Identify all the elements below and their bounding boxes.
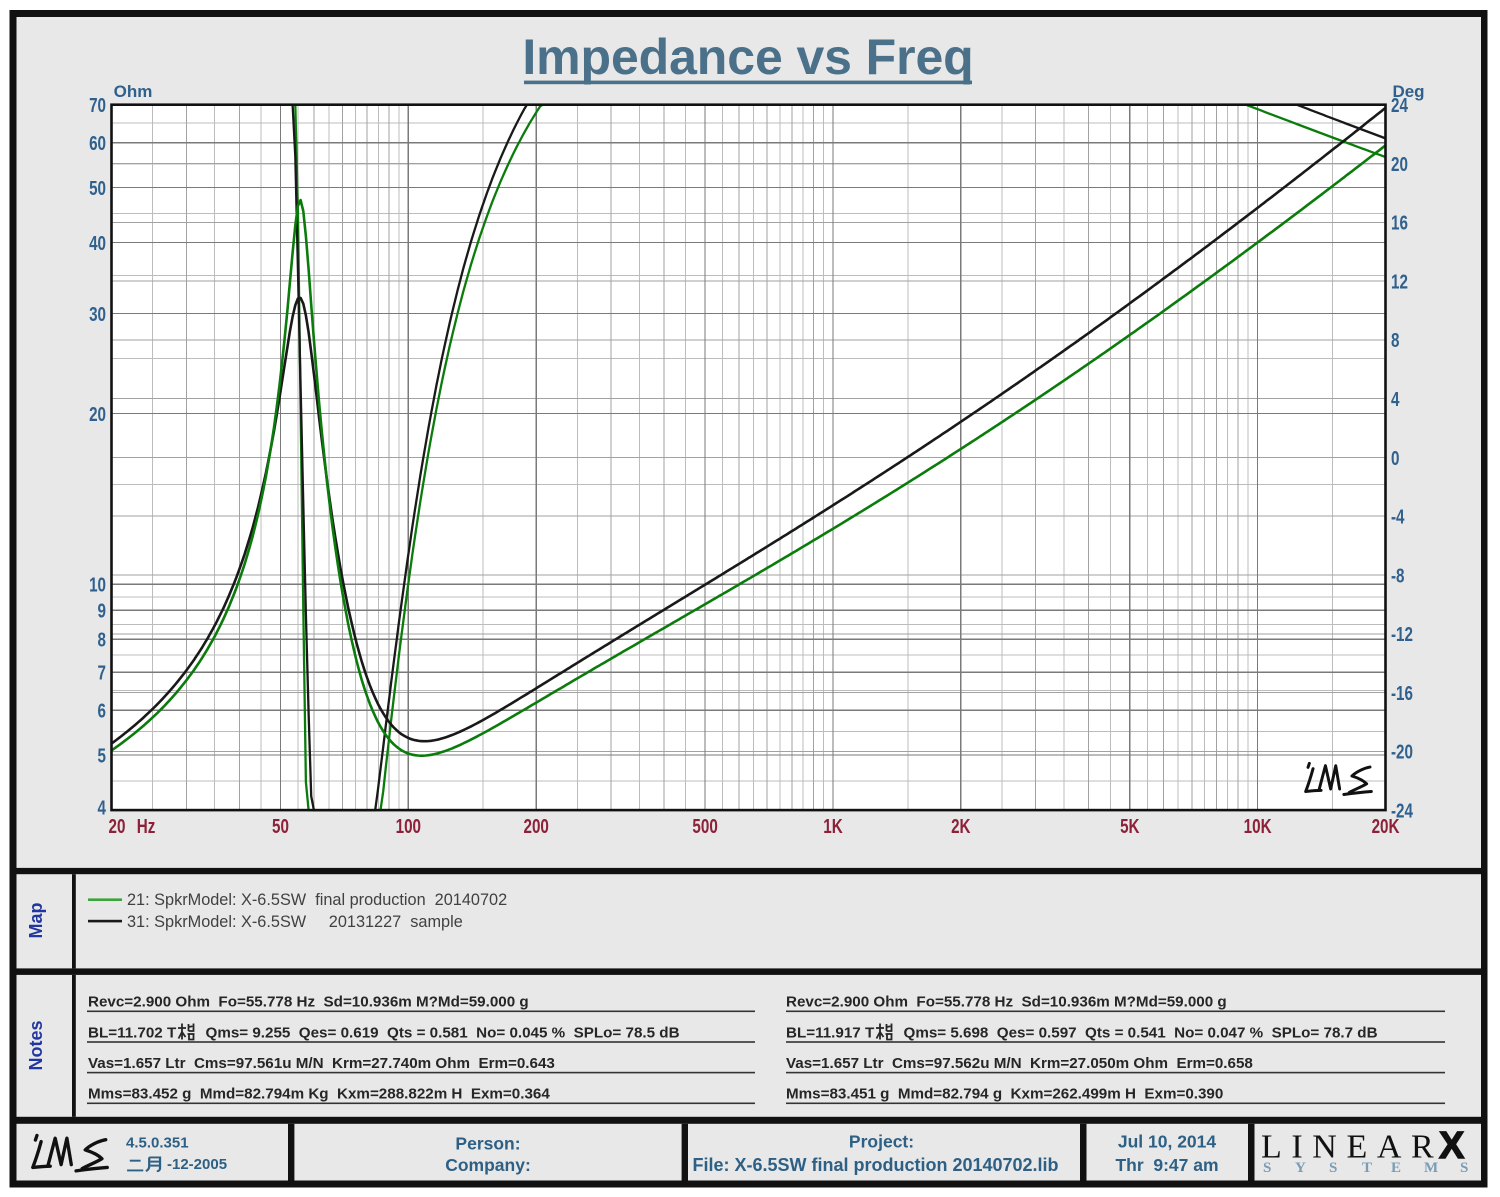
svg-text:S: S xyxy=(1460,1160,1468,1176)
svg-text:S: S xyxy=(1329,1160,1337,1176)
svg-text:T: T xyxy=(1362,1160,1372,1176)
svg-text:File: X-6.5SW final production: File: X-6.5SW final production 20140702.… xyxy=(692,1155,1058,1175)
svg-text:E: E xyxy=(1391,1160,1401,1176)
svg-text:100: 100 xyxy=(396,815,421,838)
svg-text:2K: 2K xyxy=(951,815,971,838)
svg-text:Vas=1.657 Ltr Cms=97.561u M/N: Vas=1.657 Ltr Cms=97.561u M/N Krm=27.740… xyxy=(88,1055,555,1072)
svg-text:30: 30 xyxy=(89,303,106,326)
svg-text:Notes: Notes xyxy=(26,1020,46,1070)
svg-text:S: S xyxy=(1263,1160,1271,1176)
svg-text:Qms= 5.698 Qes= 0.597 Qts =: Qms= 5.698 Qes= 0.597 Qts = 0.541 No= 0.… xyxy=(904,1024,1378,1041)
svg-text:Project:: Project: xyxy=(849,1132,914,1152)
svg-text:12: 12 xyxy=(1391,270,1408,293)
svg-text:-24: -24 xyxy=(1391,799,1413,822)
svg-text:Map: Map xyxy=(26,902,46,938)
svg-text:Qms= 9.255 Qes= 0.619 Qts =: Qms= 9.255 Qes= 0.619 Qts = 0.581 No= 0.… xyxy=(206,1024,680,1041)
svg-text:Y: Y xyxy=(1295,1160,1306,1176)
svg-text:24: 24 xyxy=(1391,94,1408,117)
svg-text:9: 9 xyxy=(98,600,107,623)
svg-text:31: SpkrModel: X-6.5SW 201: 31: SpkrModel: X-6.5SW 20131227 sample xyxy=(127,913,463,931)
svg-text:Revc=2.900 Ohm Fo=55.778 Hz: Revc=2.900 Ohm Fo=55.778 Hz Sd=10.936m M… xyxy=(88,994,529,1011)
svg-text:50: 50 xyxy=(272,815,289,838)
svg-text:20K: 20K xyxy=(1372,815,1400,838)
svg-text:BL=11.702 T: BL=11.702 T xyxy=(88,1024,177,1041)
svg-text:0: 0 xyxy=(1391,447,1400,470)
svg-text:-4: -4 xyxy=(1391,506,1405,529)
svg-text:5K: 5K xyxy=(1120,815,1140,838)
svg-text:50: 50 xyxy=(89,177,106,200)
svg-text:-12-2005: -12-2005 xyxy=(167,1156,227,1173)
svg-text:Jul 10, 2014: Jul 10, 2014 xyxy=(1118,1132,1217,1152)
svg-text:200: 200 xyxy=(524,815,549,838)
svg-text:Impedance vs Freq: Impedance vs Freq xyxy=(522,29,973,85)
svg-text:16: 16 xyxy=(1391,212,1408,235)
svg-text:-8: -8 xyxy=(1391,564,1405,587)
svg-text:8: 8 xyxy=(1391,329,1400,352)
svg-text:Mms=83.452 g Mmd=82.794m Kg: Mms=83.452 g Mmd=82.794m Kg Kxm=288.822m… xyxy=(88,1086,550,1103)
svg-text:21: SpkrModel: X-6.5SW final: 21: SpkrModel: X-6.5SW final production … xyxy=(127,891,507,909)
svg-text:-20: -20 xyxy=(1391,741,1413,764)
svg-text:Thr 9:47 am: Thr 9:47 am xyxy=(1115,1155,1218,1175)
svg-text:60: 60 xyxy=(89,132,106,155)
svg-text:20: 20 xyxy=(1391,153,1408,176)
svg-text:4: 4 xyxy=(1391,388,1400,411)
svg-text:LINEAR: LINEAR xyxy=(1261,1129,1443,1166)
svg-text:-16: -16 xyxy=(1391,682,1413,705)
svg-text:500: 500 xyxy=(692,815,717,838)
svg-text:Vas=1.657 Ltr Cms=97.562u M/N: Vas=1.657 Ltr Cms=97.562u M/N Krm=27.050… xyxy=(786,1055,1253,1072)
svg-text:6: 6 xyxy=(98,700,107,723)
svg-text:Person:: Person: xyxy=(455,1134,520,1154)
svg-text:20: 20 xyxy=(109,815,126,838)
svg-text:10: 10 xyxy=(89,574,106,597)
svg-text:X: X xyxy=(1439,1125,1465,1167)
svg-text:40: 40 xyxy=(89,232,106,255)
svg-text:4: 4 xyxy=(98,796,107,819)
svg-text:M: M xyxy=(1424,1160,1438,1176)
svg-text:Revc=2.900 Ohm Fo=55.778 Hz: Revc=2.900 Ohm Fo=55.778 Hz Sd=10.936m M… xyxy=(786,994,1227,1011)
svg-text:Deg: Deg xyxy=(1392,82,1424,101)
svg-text:-12: -12 xyxy=(1391,623,1413,646)
svg-text:1K: 1K xyxy=(823,815,843,838)
svg-text:Hz: Hz xyxy=(137,815,156,838)
svg-text:10K: 10K xyxy=(1244,815,1272,838)
svg-text:Ohm: Ohm xyxy=(114,82,153,101)
svg-text:Company:: Company: xyxy=(445,1155,531,1175)
svg-text:5: 5 xyxy=(98,744,107,767)
svg-text:4.5.0.351: 4.5.0.351 xyxy=(126,1135,189,1152)
svg-text:8: 8 xyxy=(98,629,107,652)
svg-text:20: 20 xyxy=(89,403,106,426)
svg-text:70: 70 xyxy=(89,94,106,117)
svg-text:7: 7 xyxy=(98,662,107,685)
svg-text:BL=11.917 T: BL=11.917 T xyxy=(786,1024,875,1041)
svg-text:Mms=83.451 g Mmd=82.794 g Kx: Mms=83.451 g Mmd=82.794 g Kxm=262.499m H… xyxy=(786,1086,1223,1103)
